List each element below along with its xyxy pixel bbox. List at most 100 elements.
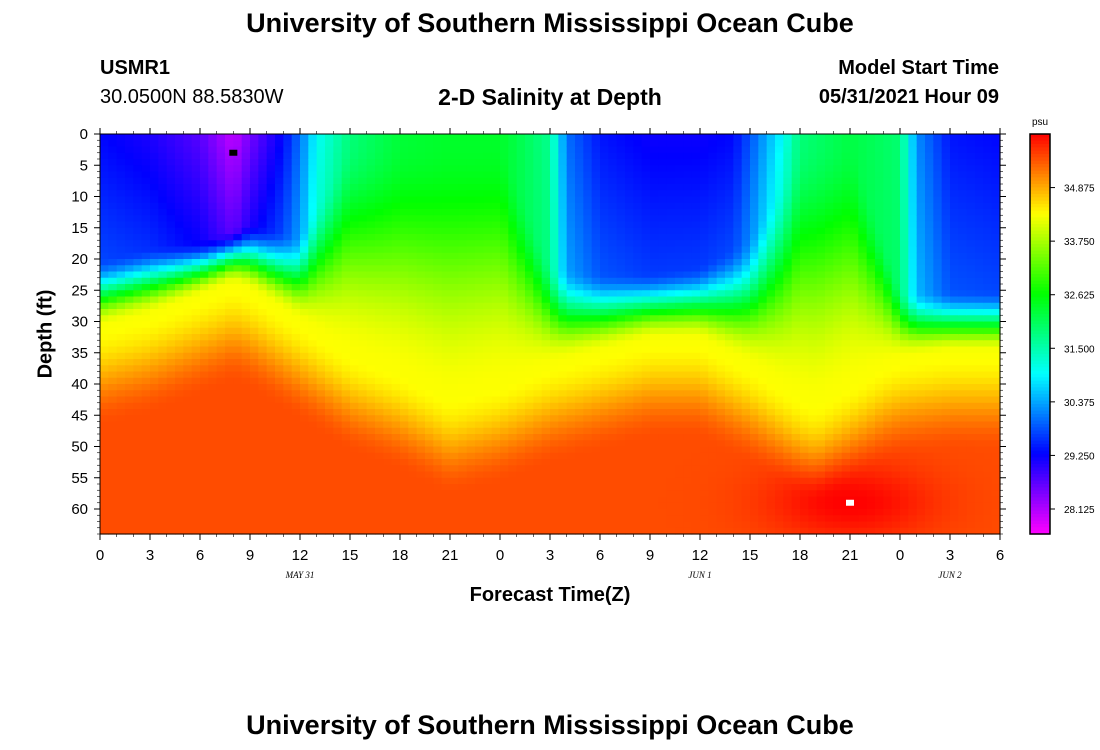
heatmap-cell xyxy=(191,371,201,379)
heatmap-cell xyxy=(325,221,334,229)
heatmap-cell xyxy=(716,134,726,141)
heatmap-cell xyxy=(350,134,359,141)
heatmap-cell xyxy=(583,202,593,210)
heatmap-cell xyxy=(391,327,401,335)
heatmap-cell xyxy=(183,165,193,173)
heatmap-cell xyxy=(216,259,226,266)
heatmap-cell xyxy=(483,321,493,329)
heatmap-cell xyxy=(525,221,534,229)
heatmap-cell xyxy=(491,384,501,391)
heatmap-cell xyxy=(166,146,176,154)
heatmap-cell xyxy=(400,334,409,341)
heatmap-cell xyxy=(708,134,718,141)
heatmap-cell xyxy=(191,359,201,366)
heatmap-cell xyxy=(675,315,684,323)
heatmap-cell xyxy=(475,327,484,335)
heatmap-cell xyxy=(233,240,243,248)
heatmap-cell xyxy=(691,340,701,348)
heatmap-cell xyxy=(425,190,434,198)
heatmap-cell xyxy=(158,340,168,348)
heatmap-cell xyxy=(341,321,351,329)
heatmap-cell xyxy=(458,284,468,291)
heatmap-cell xyxy=(600,152,609,160)
heatmap-cell xyxy=(433,452,443,460)
heatmap-cell xyxy=(600,384,609,391)
heatmap-cell xyxy=(550,265,559,273)
heatmap-cell xyxy=(575,452,584,460)
heatmap-cell xyxy=(483,384,493,391)
heatmap-cell xyxy=(300,252,309,260)
heatmap-cell xyxy=(641,271,651,279)
heatmap-cell xyxy=(358,515,368,523)
heatmap-cell xyxy=(283,484,293,491)
heatmap-cell xyxy=(208,309,218,316)
heatmap-cell xyxy=(375,502,384,510)
heatmap-cell xyxy=(525,452,534,460)
heatmap-cell xyxy=(725,440,734,448)
heatmap-cell xyxy=(166,490,176,498)
heatmap-cell xyxy=(341,202,351,210)
heatmap-cell xyxy=(191,396,201,404)
heatmap-cell xyxy=(208,521,218,529)
heatmap-cell xyxy=(525,140,534,148)
heatmap-cell xyxy=(508,284,518,291)
heatmap-cell xyxy=(675,146,684,154)
heatmap-cell xyxy=(150,471,159,479)
heatmap-cell xyxy=(450,502,459,510)
heatmap-cell xyxy=(333,327,343,335)
heatmap-cell xyxy=(133,134,143,141)
heatmap-cell xyxy=(633,396,643,404)
heatmap-cell xyxy=(333,315,343,323)
heatmap-cell xyxy=(166,340,176,348)
heatmap-cell xyxy=(133,477,143,485)
heatmap-cell xyxy=(408,440,418,448)
heatmap-cell xyxy=(100,159,109,166)
heatmap-cell xyxy=(400,259,409,266)
heatmap-cell xyxy=(650,409,659,416)
heatmap-cell xyxy=(216,227,226,235)
heatmap-cell xyxy=(116,190,126,198)
heatmap-cell xyxy=(516,134,526,141)
heatmap-cell xyxy=(600,321,609,329)
heatmap-cell xyxy=(275,159,284,166)
heatmap-cell xyxy=(641,140,651,148)
heatmap-cell xyxy=(700,352,709,360)
heatmap-cell xyxy=(708,359,718,366)
heatmap-cell xyxy=(108,271,118,279)
heatmap-cell xyxy=(391,271,401,279)
heatmap-cell xyxy=(541,221,551,229)
heatmap-cell xyxy=(475,252,484,260)
heatmap-cell xyxy=(291,371,301,379)
heatmap-cell xyxy=(216,471,226,479)
heatmap-cell xyxy=(533,252,543,260)
heatmap-cell xyxy=(308,284,318,291)
heatmap-cell xyxy=(250,427,259,435)
heatmap-cell xyxy=(258,277,268,285)
heatmap-cell xyxy=(175,477,184,485)
heatmap-cell xyxy=(733,340,743,348)
heatmap-cell xyxy=(283,465,293,473)
heatmap-cell xyxy=(591,527,601,535)
heatmap-cell xyxy=(316,434,326,441)
heatmap-cell xyxy=(250,377,259,385)
heatmap-cell xyxy=(100,252,109,260)
heatmap-cell xyxy=(341,327,351,335)
heatmap-cell xyxy=(308,240,318,248)
heatmap-cell xyxy=(316,490,326,498)
heatmap-cell xyxy=(133,327,143,335)
heatmap-cell xyxy=(391,496,401,504)
heatmap-cell xyxy=(583,402,593,410)
heatmap-cell xyxy=(341,440,351,448)
heatmap-cell xyxy=(666,477,676,485)
heatmap-cell xyxy=(166,140,176,148)
heatmap-cell xyxy=(700,440,709,448)
heatmap-cell xyxy=(625,159,634,166)
heatmap-cell xyxy=(633,184,643,191)
heatmap-cell xyxy=(533,240,543,248)
heatmap-cell xyxy=(558,352,568,360)
heatmap-cell xyxy=(358,146,368,154)
heatmap-cell xyxy=(191,515,201,523)
heatmap-cell xyxy=(608,246,618,254)
heatmap-cell xyxy=(583,234,593,241)
heatmap-cell xyxy=(275,221,284,229)
